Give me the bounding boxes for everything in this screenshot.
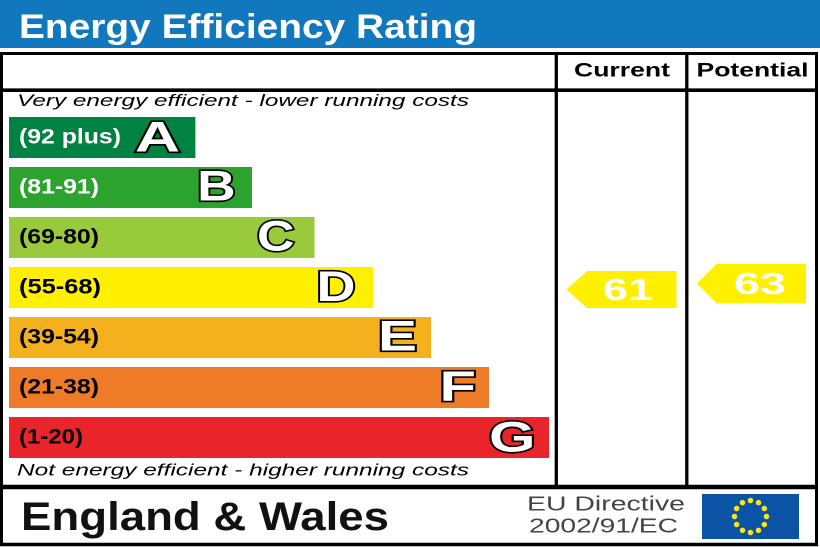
svg-text:EU Directive: EU Directive [527,494,685,516]
svg-text:G: G [489,414,536,462]
svg-text:C: C [257,213,295,261]
svg-text:E: E [378,313,417,361]
svg-text:63: 63 [734,266,786,301]
svg-text:61: 61 [603,272,653,307]
svg-text:Current: Current [574,61,671,82]
svg-text:Energy Efficiency Rating: Energy Efficiency Rating [19,8,477,46]
svg-text:(81-91): (81-91) [19,175,99,198]
svg-text:England & Wales: England & Wales [21,495,389,539]
svg-text:2002/91/EC: 2002/91/EC [529,516,678,538]
svg-text:(92 plus): (92 plus) [19,125,121,148]
svg-text:(1-20): (1-20) [19,425,83,448]
svg-text:A: A [135,114,180,162]
svg-text:Potential: Potential [697,61,809,82]
svg-text:D: D [317,263,356,311]
svg-text:Not energy efficient - higher: Not energy efficient - higher running co… [17,462,469,480]
svg-text:(21-38): (21-38) [19,375,99,398]
svg-text:F: F [440,363,477,411]
svg-text:B: B [197,163,236,211]
svg-text:(39-54): (39-54) [19,325,99,348]
svg-text:(55-68): (55-68) [19,275,101,298]
svg-text:Very energy efficient - lower: Very energy efficient - lower running co… [17,92,469,110]
svg-text:(69-80): (69-80) [19,225,99,248]
